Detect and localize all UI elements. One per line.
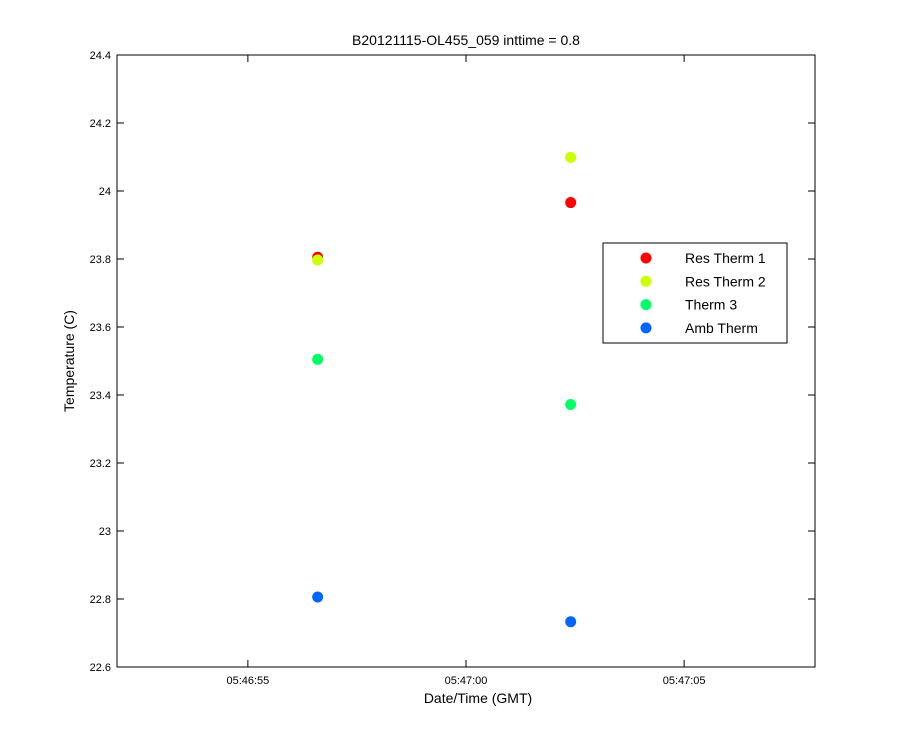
data-point [312,353,324,365]
data-point [565,197,577,209]
y-tick-label: 23.6 [90,322,111,334]
legend-box [602,242,788,344]
x-tick-label: 05:47:05 [663,675,706,687]
data-point [565,399,577,411]
y-tick-label: 24 [99,186,111,198]
y-tick-label: 23.4 [90,390,111,402]
legend-label: Res Therm 1 [685,250,766,266]
legend-label: Amb Therm [685,320,758,336]
y-tick-label: 22.8 [90,594,111,606]
y-tick-label: 23.2 [90,458,111,470]
y-axis-label: Temperature (C) [61,310,77,412]
plot-area [117,55,815,667]
legend-label: Therm 3 [685,297,737,313]
legend-marker [640,275,652,287]
y-tick-label: 23 [99,526,111,538]
legend-marker [640,322,652,334]
y-tick-label: 22.6 [90,662,111,674]
legend-label: Res Therm 2 [685,273,766,289]
data-markers [312,151,577,628]
legend: Res Therm 1 Res Therm 2 Therm 3 Amb Therm [602,242,788,344]
y-tick-label: 23.8 [90,254,111,266]
data-point [312,254,324,266]
chart-title: B20121115-OL455_059 inttime = 0.8 [352,32,580,48]
data-point [565,151,577,163]
y-tick-label: 24.2 [90,118,111,130]
legend-marker [640,252,652,264]
x-tick-label: 05:46:55 [226,675,269,687]
x-tick-label: 05:47:00 [445,675,488,687]
x-axis-ticks: 05:46:55 05:47:00 05:47:05 [226,55,706,687]
data-point [312,591,324,603]
data-point [565,616,577,628]
y-tick-label: 24.4 [90,50,111,62]
x-axis-label: Date/Time (GMT) [424,690,532,706]
y-axis-ticks: 22.6 22.8 23 23.2 23.4 23.6 23.8 24 24.2 24.4 [90,50,815,674]
legend-marker [640,299,652,311]
